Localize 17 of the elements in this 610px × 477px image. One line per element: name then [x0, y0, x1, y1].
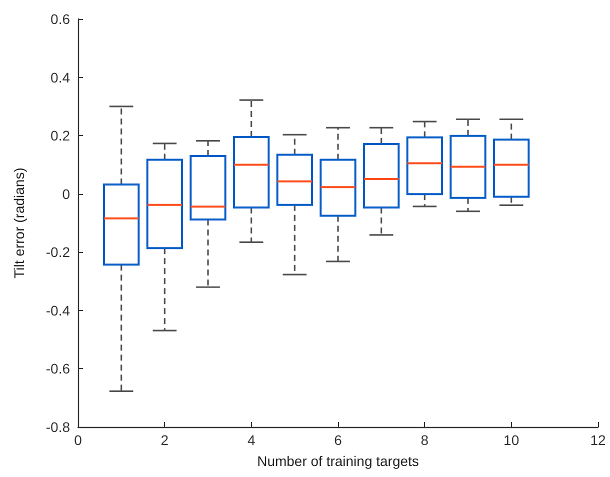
- y-tick-label: 0.2: [50, 128, 70, 144]
- x-tick-label: 10: [504, 432, 520, 448]
- y-axis-title: Tilt error (radians): [11, 168, 27, 278]
- x-axis-title: Number of training targets: [257, 453, 419, 469]
- y-tick-label: -0.8: [46, 419, 70, 435]
- x-tick-label: 12: [590, 432, 606, 448]
- y-tick-label: 0.6: [50, 11, 70, 27]
- y-tick-label: -0.4: [46, 302, 70, 318]
- x-tick-label: 0: [74, 432, 82, 448]
- y-tick-label: -0.2: [46, 244, 70, 260]
- y-tick-label: 0: [62, 186, 70, 202]
- y-tick-label: -0.6: [46, 360, 70, 377]
- x-tick-label: 2: [160, 432, 169, 448]
- x-tick-label: 6: [334, 432, 342, 448]
- y-tick-label: 0.4: [50, 69, 70, 86]
- x-tick-label: 4: [247, 432, 256, 448]
- x-tick-label: 8: [420, 432, 429, 448]
